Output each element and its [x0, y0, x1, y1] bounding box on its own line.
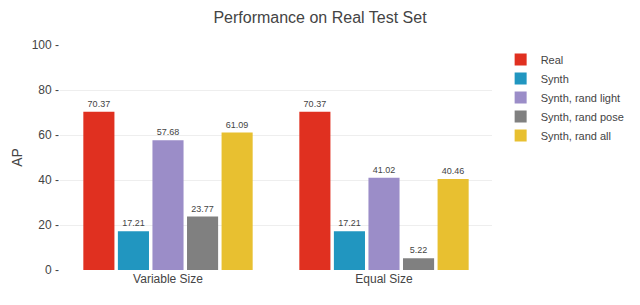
- svg-text:80 -: 80 -: [38, 83, 59, 97]
- svg-text:Synth: Synth: [541, 73, 569, 85]
- svg-text:Synth, rand light: Synth, rand light: [541, 92, 621, 104]
- svg-text:Synth, rand pose: Synth, rand pose: [541, 111, 624, 123]
- svg-text:61.09: 61.09: [226, 120, 249, 130]
- svg-text:70.37: 70.37: [304, 99, 327, 109]
- svg-text:23.77: 23.77: [191, 204, 214, 214]
- svg-text:57.68: 57.68: [157, 127, 180, 137]
- svg-text:5.22: 5.22: [410, 245, 428, 255]
- svg-text:70.37: 70.37: [88, 99, 111, 109]
- svg-text:20 -: 20 -: [38, 218, 59, 232]
- svg-text:41.02: 41.02: [373, 165, 396, 175]
- svg-text:Synth, rand all: Synth, rand all: [541, 130, 611, 142]
- svg-text:Variable Size: Variable Size: [133, 272, 203, 286]
- svg-text:40 -: 40 -: [38, 173, 59, 187]
- svg-text:17.21: 17.21: [338, 218, 361, 228]
- svg-text:17.21: 17.21: [122, 218, 145, 228]
- svg-text:Performance on Real Test Set: Performance on Real Test Set: [213, 9, 427, 26]
- svg-text:Equal Size: Equal Size: [355, 272, 413, 286]
- svg-text:Real: Real: [541, 54, 564, 66]
- svg-text:AP: AP: [9, 148, 25, 167]
- svg-text:60 -: 60 -: [38, 128, 59, 142]
- svg-text:100 -: 100 -: [32, 38, 59, 52]
- svg-text:40.46: 40.46: [442, 166, 465, 176]
- svg-text:0 -: 0 -: [45, 263, 59, 277]
